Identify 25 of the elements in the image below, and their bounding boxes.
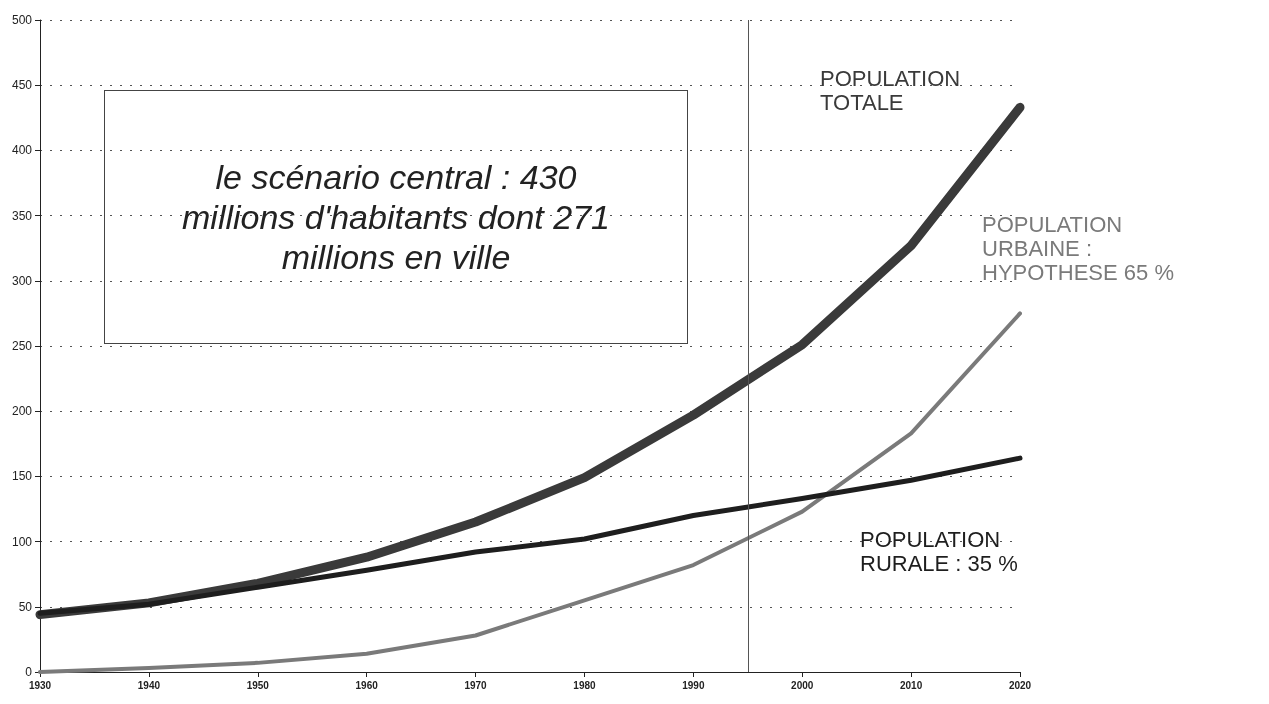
series-label: POPULATION RURALE : 35 %: [860, 527, 1018, 577]
x-tick-label: 1930: [28, 679, 52, 691]
x-tick-label: 2010: [899, 679, 923, 691]
x-tick-label: 1990: [682, 679, 705, 691]
y-tick-label: 50: [18, 599, 33, 614]
y-tick-label: 200: [11, 404, 33, 419]
x-tick-label: 1980: [573, 679, 596, 691]
y-tick-label: 150: [11, 469, 33, 484]
x-tick-label: 2020: [1008, 679, 1032, 691]
y-tick-label: 400: [11, 143, 33, 158]
series-label: POPULATION TOTALE: [820, 66, 961, 116]
x-tick-label: 1940: [137, 679, 161, 691]
x-tick-label: 2000: [791, 679, 814, 691]
y-tick-label: 100: [11, 534, 33, 549]
x-tick-label: 1960: [355, 679, 379, 691]
y-tick-label: 350: [11, 208, 33, 223]
y-tick-label: 300: [11, 273, 33, 288]
x-tick-label: 1950: [246, 679, 270, 691]
y-tick-label: 0: [25, 665, 33, 679]
y-tick-label: 250: [11, 339, 33, 353]
y-tick-label: 450: [11, 78, 33, 93]
x-tick-label: 1970: [464, 679, 488, 691]
y-tick-label: 500: [11, 13, 33, 27]
text-box: le scénario central : 430 millions d'habitants dont 271 millions en ville: [104, 90, 688, 344]
text: POPULATION URBAINE : HYPOTHESE 65 %: [982, 212, 1174, 286]
